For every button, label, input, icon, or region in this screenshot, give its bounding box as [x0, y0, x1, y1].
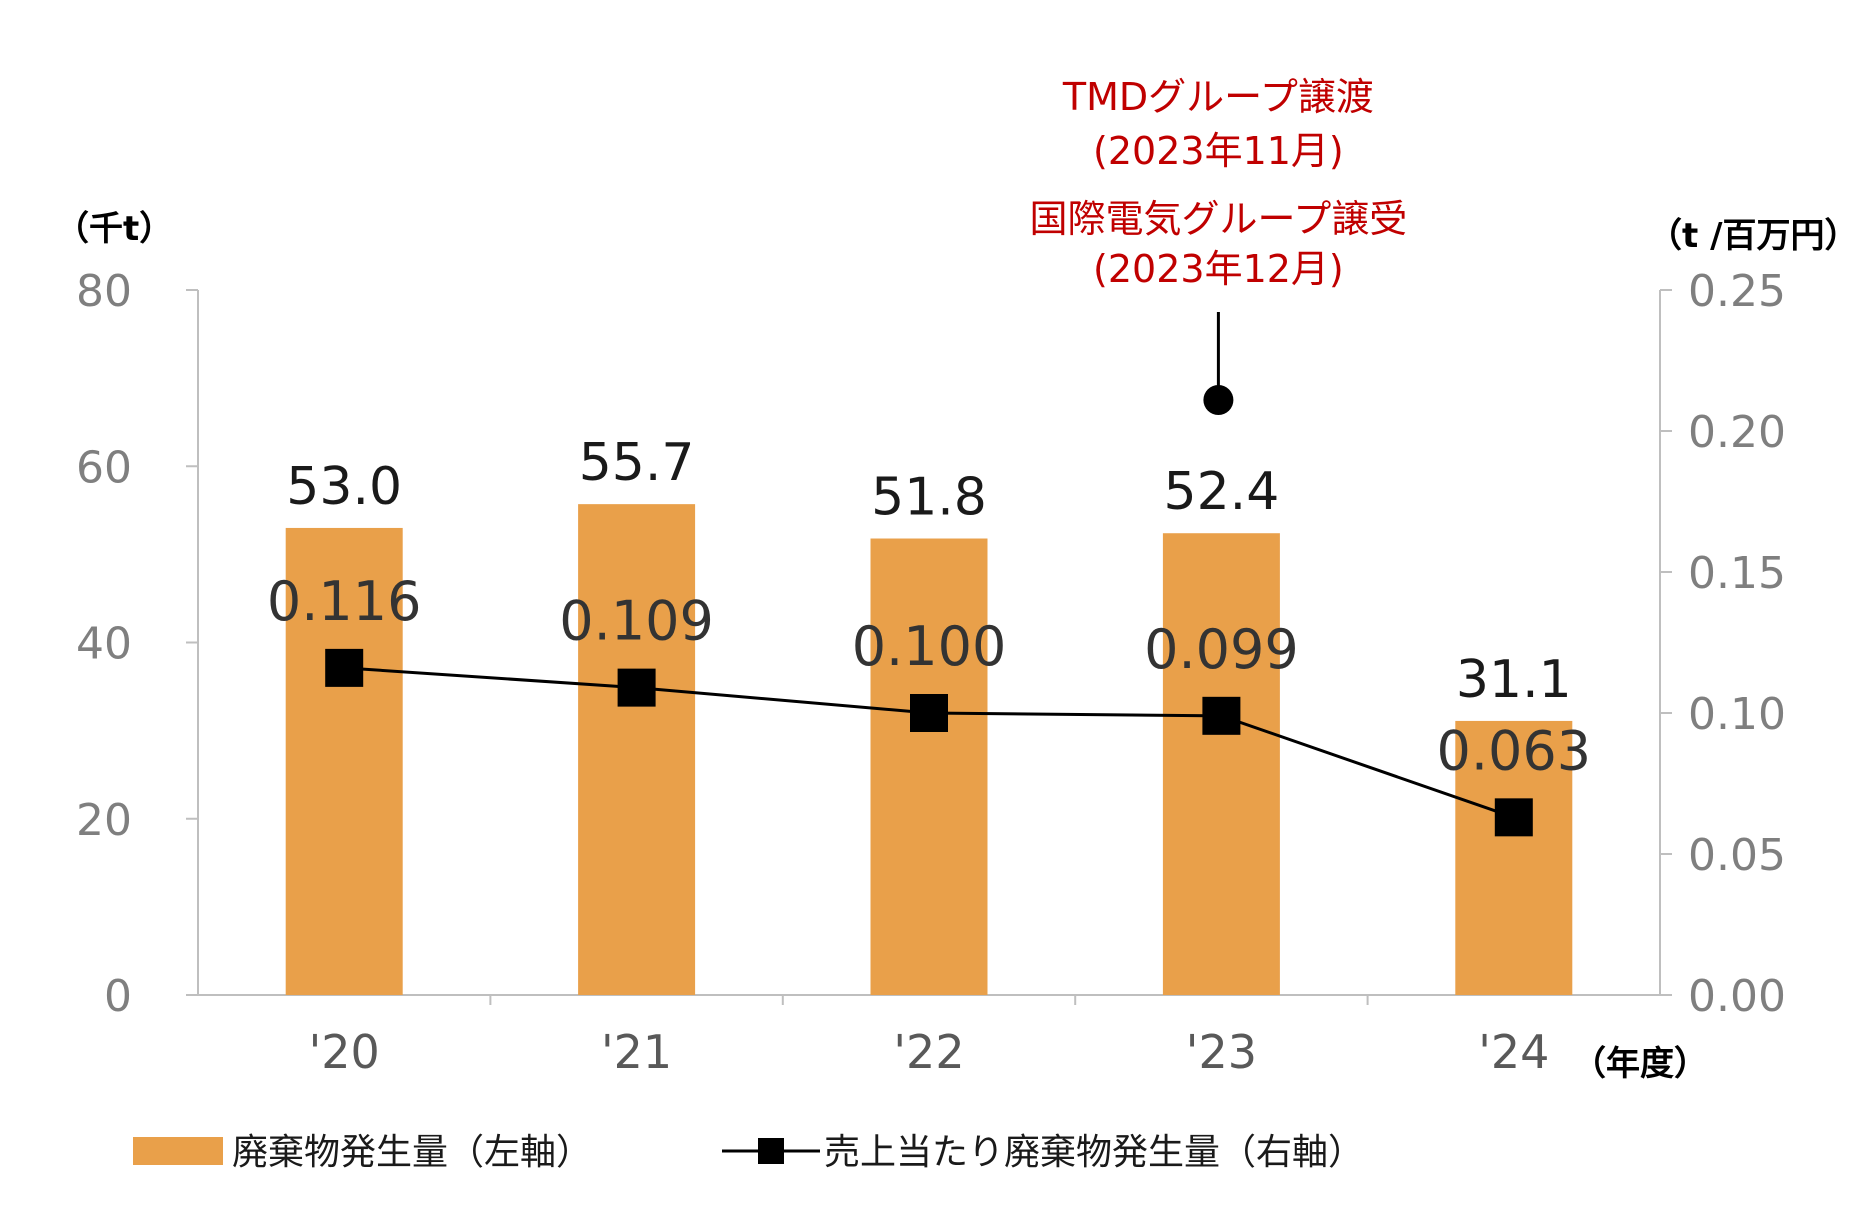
line-value-label: 0.100	[852, 615, 1007, 678]
x-axis-unit: （年度）	[1572, 1044, 1708, 1084]
legend-line-label: 売上当たり廃棄物発生量（右軸）	[824, 1132, 1364, 1173]
right-axis-unit: （t /百万円）	[1648, 216, 1859, 256]
axes: 0 20 40 60 80 0.00 0.05 0.10 0.15 0.20 0.25 '20 '21 '…	[55, 209, 1859, 1084]
annotation-text: TMDグループ譲渡	[1062, 75, 1374, 119]
annotation-text: (2023年12月)	[1093, 247, 1344, 291]
right-axis-tick-label: 0.05	[1688, 830, 1786, 881]
right-axis-tick-label: 0.15	[1688, 548, 1786, 599]
x-axis-category-label: '22	[893, 1025, 964, 1079]
legend: 廃棄物発生量（左軸） 売上当たり廃棄物発生量（右軸）	[133, 1132, 1364, 1173]
left-axis-tick-label: 60	[76, 442, 132, 493]
right-axis-tick-label: 0.25	[1688, 266, 1786, 317]
bar-value-label: 31.1	[1456, 650, 1572, 710]
line-value-label: 0.109	[559, 590, 714, 653]
bars	[285, 504, 1573, 995]
bar-value-label: 52.4	[1164, 462, 1280, 522]
bar	[870, 538, 988, 995]
line-series	[325, 648, 1533, 837]
data-labels: 53.0 55.7 51.8 52.4 31.1 0.116 0.109 0.100 0.099…	[267, 433, 1591, 782]
annotation-text: (2023年11月)	[1093, 129, 1344, 173]
x-axis-category-label: '21	[601, 1025, 672, 1079]
line-value-label: 0.099	[1144, 618, 1299, 681]
left-axis-tick-label: 40	[76, 619, 132, 670]
line-marker	[617, 668, 656, 707]
left-axis-unit: （千t）	[55, 209, 173, 249]
line-marker	[1202, 696, 1241, 735]
bar-value-label: 55.7	[579, 433, 695, 493]
bar	[1162, 533, 1280, 995]
line-marker	[910, 694, 948, 732]
line-value-label: 0.116	[267, 570, 422, 633]
annotation-text: 国際電気グループ譲受	[1030, 197, 1408, 241]
line-value-label: 0.063	[1437, 719, 1592, 782]
legend-bar-swatch	[133, 1137, 223, 1165]
bar	[578, 504, 696, 995]
right-axis-tick-label: 0.10	[1688, 689, 1786, 740]
x-axis-category-label: '20	[309, 1025, 380, 1079]
left-axis-tick-label: 0	[104, 971, 132, 1022]
legend-line-marker	[758, 1138, 784, 1164]
x-axis-category-label: '23	[1186, 1025, 1257, 1079]
right-axis-tick-label: 0.20	[1688, 407, 1786, 458]
bar-value-label: 53.0	[286, 457, 402, 517]
annotation-pointer-dot	[1203, 385, 1234, 415]
left-axis-tick-label: 20	[76, 795, 132, 846]
legend-bar-label: 廃棄物発生量（左軸）	[232, 1132, 592, 1173]
annotation: TMDグループ譲渡 (2023年11月) 国際電気グループ譲受 (2023年12月)	[1030, 75, 1408, 415]
bar-value-label: 51.8	[871, 468, 987, 528]
x-axis-category-label: '24	[1478, 1025, 1549, 1079]
bar	[285, 527, 403, 995]
line-marker	[1494, 798, 1533, 837]
line-marker	[325, 648, 364, 687]
left-axis-tick-label: 80	[76, 266, 132, 317]
right-axis-tick-label: 0.00	[1688, 971, 1786, 1022]
bar	[1455, 720, 1573, 995]
